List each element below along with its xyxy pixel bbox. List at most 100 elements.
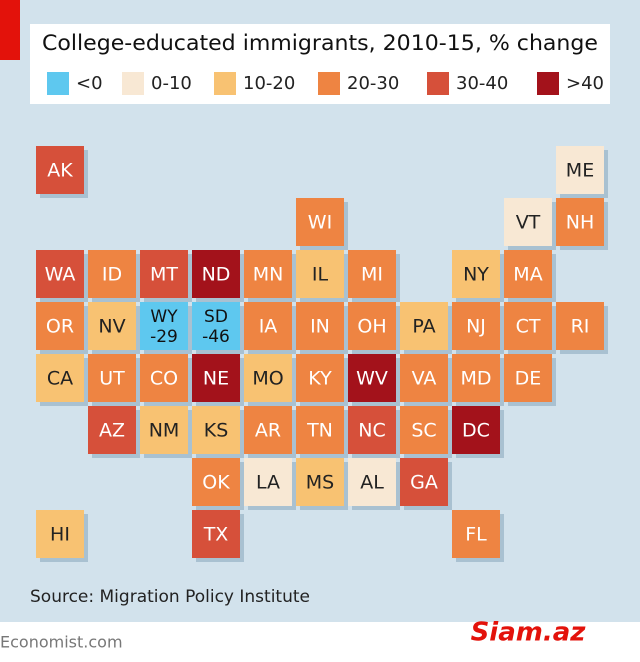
source: Source: Migration Policy Institute (30, 587, 310, 607)
tile (88, 354, 136, 402)
tile-label: MS (306, 472, 334, 494)
tile-value: -46 (202, 327, 230, 347)
tile (88, 250, 136, 298)
legend-label: 20-30 (347, 73, 399, 94)
tile-label: WY (150, 307, 178, 327)
tile-label: CA (47, 368, 73, 390)
tile-label: MI (361, 264, 383, 286)
tile-label: DC (462, 420, 490, 442)
tile (348, 458, 396, 506)
red-tag (0, 0, 20, 60)
tile-label: OR (46, 316, 74, 338)
tile (452, 354, 500, 402)
tile-label: NE (203, 368, 229, 390)
tile (296, 198, 344, 246)
tile (88, 302, 136, 350)
tile (348, 250, 396, 298)
tile (36, 510, 84, 558)
tile-label: ND (202, 264, 231, 286)
tile-label: MA (513, 264, 542, 286)
tile-label: WV (356, 368, 388, 390)
tile-label: IL (312, 264, 329, 286)
legend-label: <0 (76, 73, 103, 94)
tile (556, 146, 604, 194)
legend-label: 10-20 (243, 73, 295, 94)
tile-label: AZ (99, 420, 125, 442)
tile (192, 354, 240, 402)
tile-label: KY (308, 368, 332, 390)
tile-label: AR (255, 420, 281, 442)
tile (36, 354, 84, 402)
tile-label: SC (411, 420, 436, 442)
tile-label: HI (50, 524, 70, 546)
tile-label: ID (102, 264, 122, 286)
tile (296, 458, 344, 506)
legend-swatch (427, 72, 449, 95)
tile (400, 458, 448, 506)
tile-label: CO (150, 368, 178, 390)
tile (88, 406, 136, 454)
tile (140, 354, 188, 402)
tile (452, 302, 500, 350)
tile-label: MO (252, 368, 283, 390)
tile-label: NV (98, 316, 125, 338)
tile (296, 406, 344, 454)
tile-label: SD (204, 307, 228, 327)
tile-label: NM (149, 420, 180, 442)
tile (140, 302, 188, 350)
tile (192, 250, 240, 298)
legend-label: 30-40 (456, 73, 508, 94)
tile-label: IA (259, 316, 278, 338)
tile (556, 198, 604, 246)
tile (36, 302, 84, 350)
tile (244, 458, 292, 506)
tile (296, 302, 344, 350)
legend-swatch (214, 72, 236, 95)
tile (504, 354, 552, 402)
tile-label: GA (410, 472, 438, 494)
tile (452, 510, 500, 558)
tile-label: OK (202, 472, 230, 494)
tile (452, 406, 500, 454)
tile-label: FL (465, 524, 487, 546)
tile (244, 406, 292, 454)
tile (36, 250, 84, 298)
tile-label: MN (253, 264, 284, 286)
tile-label: RI (571, 316, 590, 338)
tile-value: -29 (150, 327, 178, 347)
tile-label: NH (566, 212, 595, 234)
tile-label: ME (566, 160, 594, 182)
tile (244, 354, 292, 402)
tile-label: PA (412, 316, 435, 338)
tile-label: NC (358, 420, 385, 442)
tile-label: WI (308, 212, 332, 234)
tile-label: UT (99, 368, 125, 390)
tile-label: CT (516, 316, 541, 338)
tile (192, 510, 240, 558)
tile (452, 250, 500, 298)
tile-label: IN (310, 316, 330, 338)
legend-swatch (122, 72, 144, 95)
tile (504, 198, 552, 246)
tile (400, 302, 448, 350)
tile (36, 146, 84, 194)
tile-label: KS (204, 420, 229, 442)
title: College-educated immigrants, 2010-15, % … (42, 31, 598, 55)
tile (348, 302, 396, 350)
tile (296, 354, 344, 402)
tile-label: TN (306, 420, 333, 442)
tile-label: NY (463, 264, 489, 286)
tile (348, 406, 396, 454)
tile (192, 406, 240, 454)
tile (296, 250, 344, 298)
tile (140, 406, 188, 454)
legend-swatch (537, 72, 559, 95)
tile-label: AK (47, 160, 73, 182)
tile-label: TX (203, 524, 229, 546)
tile (192, 458, 240, 506)
tile-label: NJ (466, 316, 486, 338)
tile-label: LA (256, 472, 280, 494)
tile-label: VA (412, 368, 437, 390)
